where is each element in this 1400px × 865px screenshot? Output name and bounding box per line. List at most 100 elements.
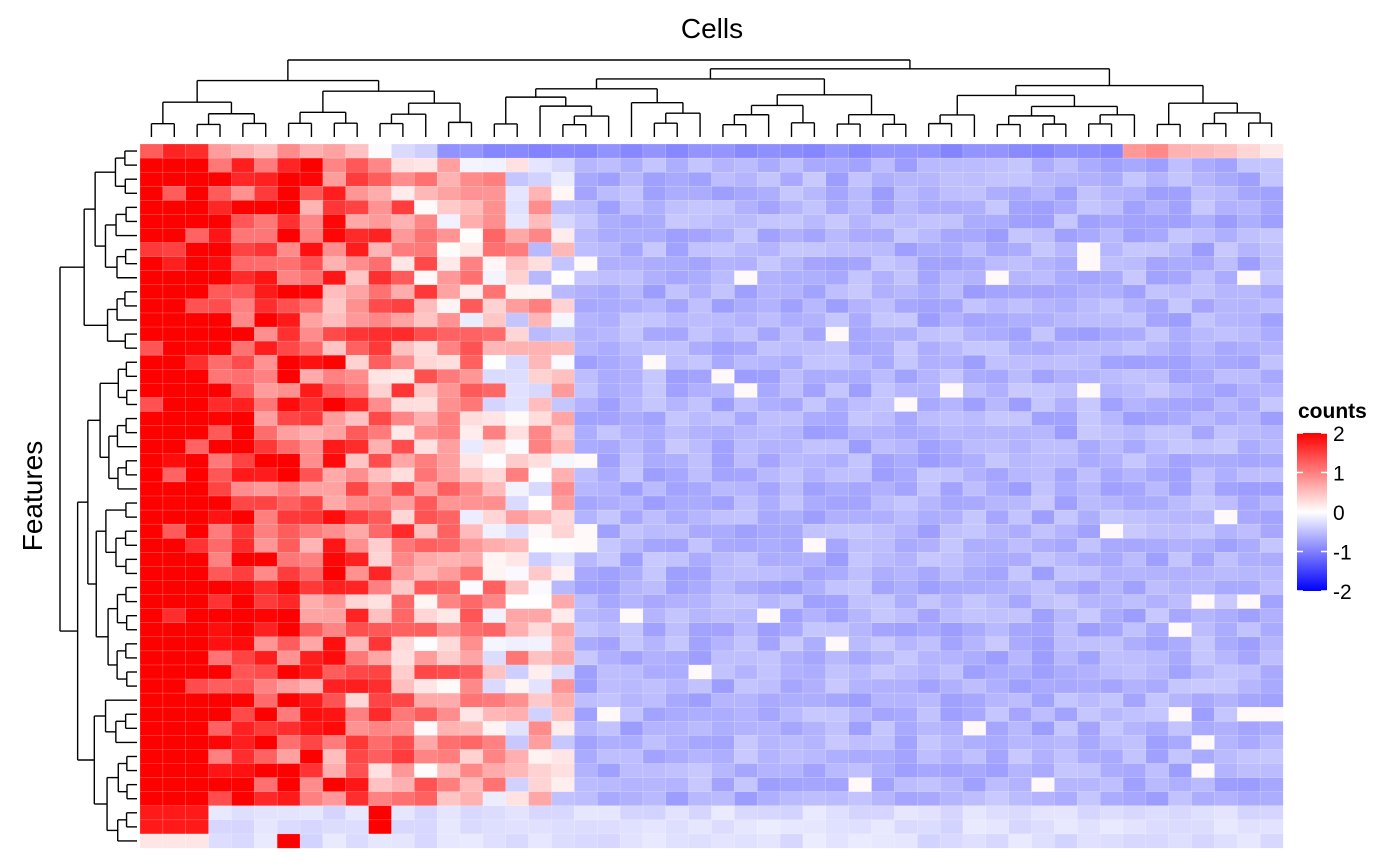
- heatmap-cell: [1008, 580, 1032, 596]
- heatmap-cell: [642, 171, 667, 187]
- heatmap-cell: [162, 354, 187, 370]
- heatmap-cell: [1122, 242, 1147, 258]
- heatmap-cell: [139, 171, 164, 187]
- heatmap-cell: [276, 467, 301, 483]
- heatmap-cell: [1214, 495, 1238, 511]
- heatmap-cell: [1099, 453, 1124, 469]
- heatmap-cell: [1259, 678, 1284, 694]
- heatmap-cell: [665, 411, 690, 427]
- heatmap-cell: [619, 692, 644, 708]
- heatmap-cell: [299, 749, 324, 764]
- heatmap-cell: [391, 777, 415, 793]
- heatmap-cell: [734, 692, 758, 708]
- heatmap-cell: [1099, 171, 1124, 187]
- heatmap-cell: [1191, 552, 1215, 567]
- heatmap-cell: [391, 298, 415, 314]
- heatmap-cell: [1008, 650, 1032, 666]
- heatmap-cell: [1191, 425, 1215, 441]
- heatmap-cell: [208, 791, 232, 807]
- heatmap-cell: [1214, 523, 1238, 539]
- heatmap-cell: [1237, 594, 1261, 610]
- heatmap-cell: [642, 819, 667, 835]
- heatmap-cell: [139, 425, 164, 441]
- heatmap-cell: [619, 383, 644, 398]
- heatmap-cell: [1099, 425, 1124, 441]
- heatmap-cell: [162, 678, 187, 694]
- heatmap-cell: [734, 735, 758, 750]
- heatmap-cell: [619, 608, 644, 624]
- heatmap-cell: [414, 200, 438, 215]
- heatmap-cell: [391, 523, 415, 539]
- heatmap-cell: [231, 777, 255, 793]
- heatmap-cell: [916, 425, 941, 441]
- heatmap-cell: [139, 481, 164, 497]
- heatmap-cell: [231, 284, 255, 300]
- heatmap-cell: [459, 481, 484, 497]
- heatmap-cell: [1214, 157, 1238, 173]
- heatmap-cell: [505, 678, 530, 694]
- heatmap-cell: [1145, 171, 1170, 187]
- heatmap-cell: [482, 425, 507, 441]
- heatmap-cell: [1237, 228, 1261, 244]
- heatmap-cell: [1259, 537, 1284, 553]
- heatmap-cell: [1122, 326, 1147, 342]
- heatmap-cell: [436, 495, 461, 511]
- heatmap-cell: [665, 369, 690, 384]
- heatmap-cell: [185, 552, 210, 567]
- heatmap-cell: [276, 214, 301, 229]
- heatmap-cell: [939, 749, 964, 764]
- heatmap-cell: [642, 523, 667, 539]
- heatmap-cell: [848, 566, 872, 581]
- heatmap-cell: [1099, 580, 1124, 596]
- heatmap-cell: [528, 143, 552, 159]
- heatmap-cell: [459, 171, 484, 187]
- heatmap-cell: [368, 171, 392, 187]
- heatmap-cell: [939, 777, 964, 793]
- heatmap-cell: [1031, 228, 1055, 244]
- heatmap-cell: [894, 411, 918, 427]
- heatmap-cell: [916, 214, 941, 229]
- heatmap-cell: [1259, 636, 1284, 652]
- heatmap-cell: [551, 594, 575, 610]
- heatmap-cell: [962, 692, 987, 708]
- heatmap-cell: [254, 566, 278, 581]
- heatmap-cell: [391, 481, 415, 497]
- heatmap-cell: [1145, 157, 1170, 173]
- heatmap-cell: [1031, 453, 1055, 469]
- heatmap-cell: [276, 580, 301, 596]
- heatmap-cell: [711, 143, 735, 159]
- heatmap-cell: [1168, 411, 1193, 427]
- heatmap-cell: [505, 228, 530, 244]
- heatmap-cell: [505, 537, 530, 553]
- heatmap-cell: [1214, 749, 1238, 764]
- heatmap-cell: [688, 706, 712, 722]
- heatmap-cell: [642, 481, 667, 497]
- heatmap-cell: [1168, 664, 1193, 680]
- heatmap-cell: [368, 270, 392, 286]
- heatmap-cell: [436, 791, 461, 807]
- heatmap-cell: [1168, 425, 1193, 441]
- heatmap-cell: [1099, 354, 1124, 370]
- heatmap-cell: [482, 228, 507, 244]
- heatmap-cell: [322, 749, 347, 764]
- heatmap-cell: [1191, 383, 1215, 398]
- heatmap-cell: [414, 580, 438, 596]
- heatmap-cell: [1054, 566, 1078, 581]
- heatmap-cell: [734, 425, 758, 441]
- heatmap-cell: [299, 369, 324, 384]
- heatmap-cell: [1031, 721, 1055, 736]
- heatmap-cell: [254, 397, 278, 412]
- heatmap-cell: [574, 509, 598, 525]
- heatmap-cell: [985, 664, 1010, 680]
- heatmap-cell: [574, 537, 598, 553]
- heatmap-cell: [596, 805, 621, 821]
- heatmap-cell: [848, 481, 872, 497]
- heatmap-cell: [802, 622, 827, 638]
- heatmap-cell: [619, 735, 644, 750]
- heatmap-cell: [1122, 622, 1147, 638]
- heatmap-cell: [231, 580, 255, 596]
- heatmap-cell: [688, 326, 712, 342]
- heatmap-cell: [1214, 439, 1238, 455]
- heatmap-cell: [665, 312, 690, 328]
- heatmap-cell: [665, 777, 690, 793]
